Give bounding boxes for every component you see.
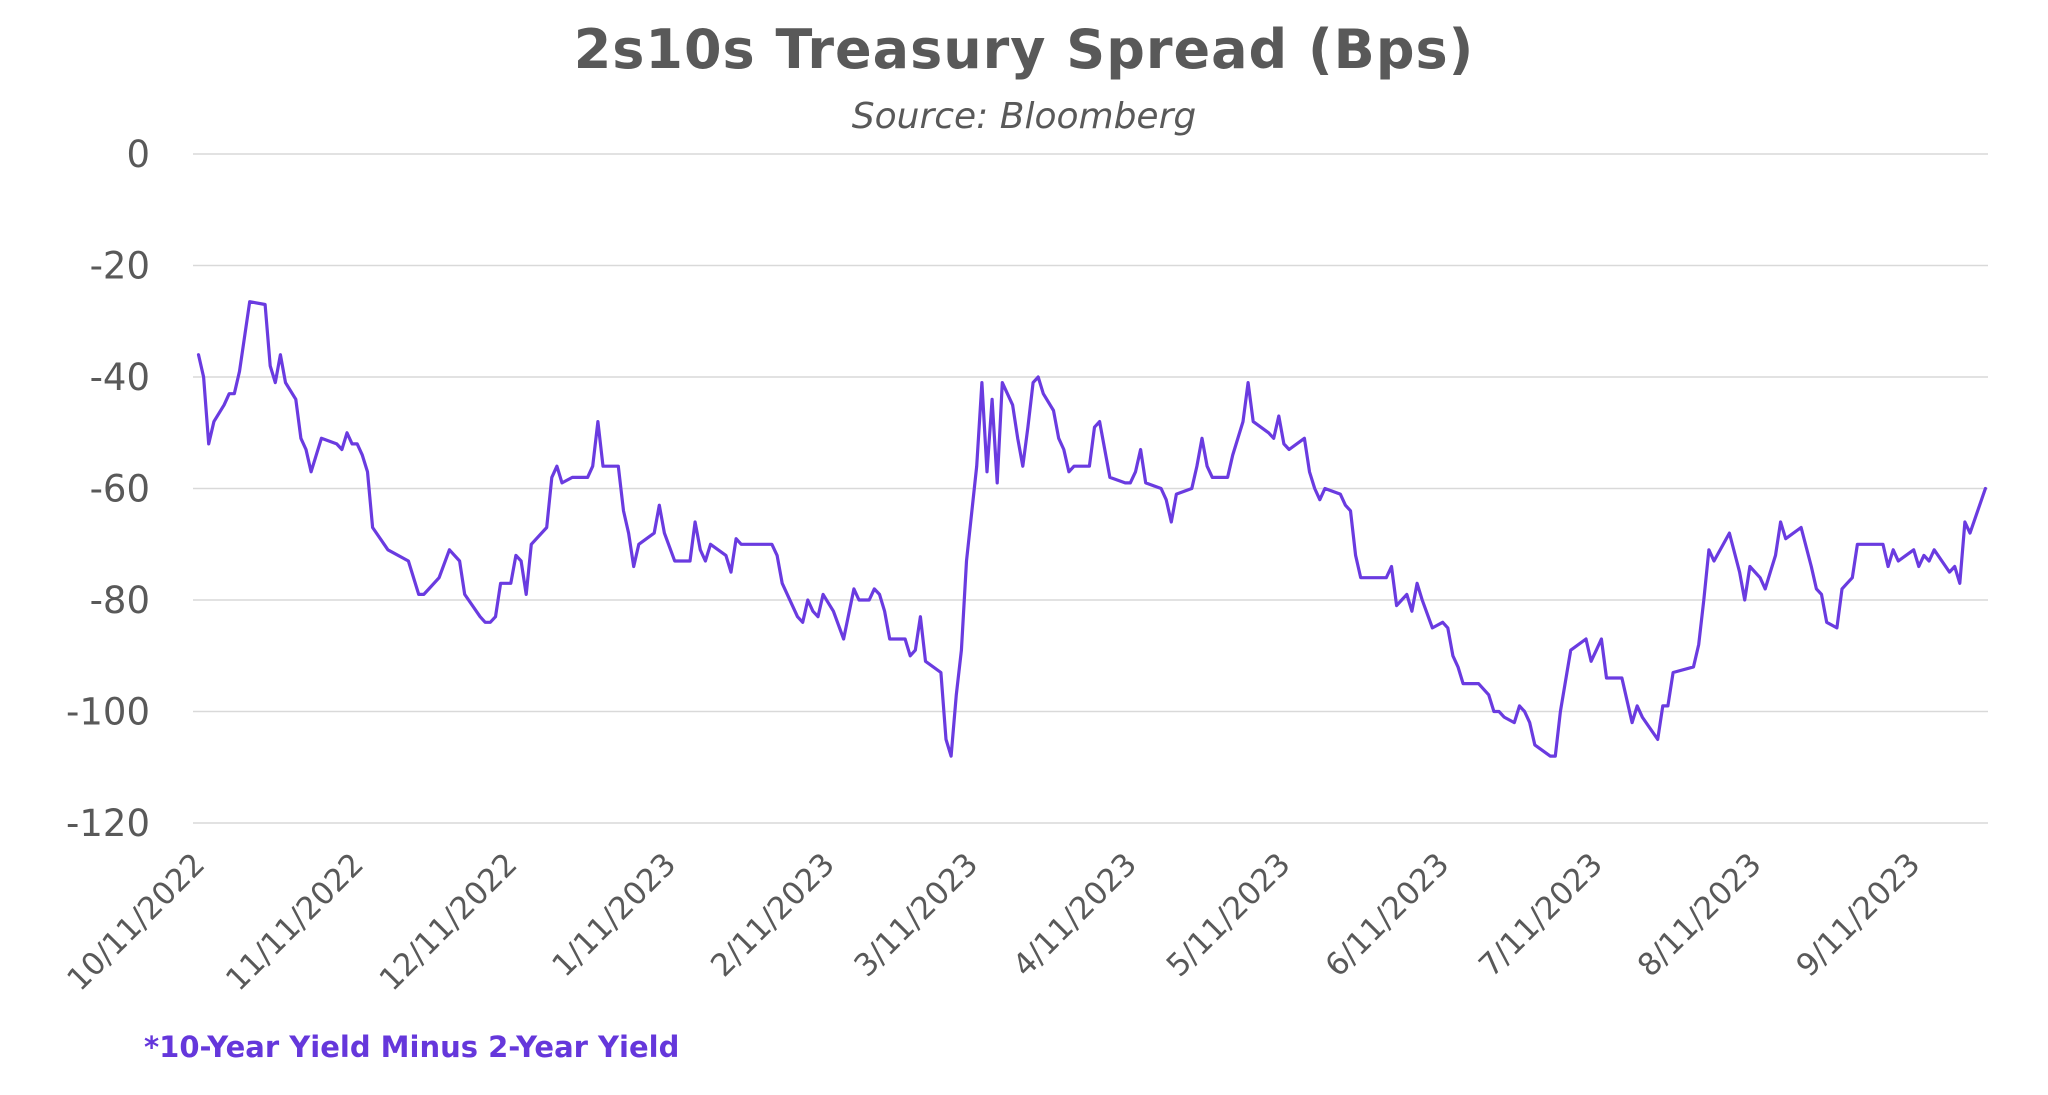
footnote: *10-Year Yield Minus 2-Year Yield (144, 1030, 680, 1064)
x-tick-label: 6/11/2023 (1318, 846, 1456, 984)
x-tick-label: 12/11/2022 (373, 846, 525, 998)
x-tick-label: 3/11/2023 (847, 846, 985, 984)
gridlines (193, 153, 1988, 824)
x-tick-label: 10/11/2022 (60, 846, 212, 998)
y-axis-tick-labels: 0 -20 -40 -60 -80 -100 -120 (66, 133, 150, 845)
y-tick-label: 0 (126, 133, 150, 176)
x-tick-label: 8/11/2023 (1631, 846, 1769, 984)
y-tick-label: -120 (66, 802, 150, 845)
spread-line (196, 300, 1988, 758)
y-tick-label: -20 (90, 245, 150, 288)
x-tick-label: 7/11/2023 (1472, 846, 1610, 984)
y-tick-label: -60 (90, 468, 150, 511)
y-tick-label: -80 (90, 579, 150, 622)
x-tick-label: 2/11/2023 (704, 846, 842, 984)
chart-title: 2s10s Treasury Spread (Bps) (573, 18, 1475, 81)
y-tick-label: -100 (66, 691, 150, 734)
chart-subtitle: Source: Bloomberg (851, 96, 1197, 137)
x-axis-tick-labels: 10/11/2022 11/11/2022 12/11/2022 1/11/2023 2… (60, 846, 1927, 998)
x-tick-label: 9/11/2023 (1790, 846, 1928, 984)
x-tick-label: 4/11/2023 (1006, 846, 1144, 984)
x-tick-label: 5/11/2023 (1160, 846, 1298, 984)
y-tick-label: -40 (90, 356, 150, 399)
x-tick-label: 1/11/2023 (545, 846, 683, 984)
x-tick-label: 11/11/2022 (219, 846, 371, 998)
series-group (196, 300, 1988, 758)
